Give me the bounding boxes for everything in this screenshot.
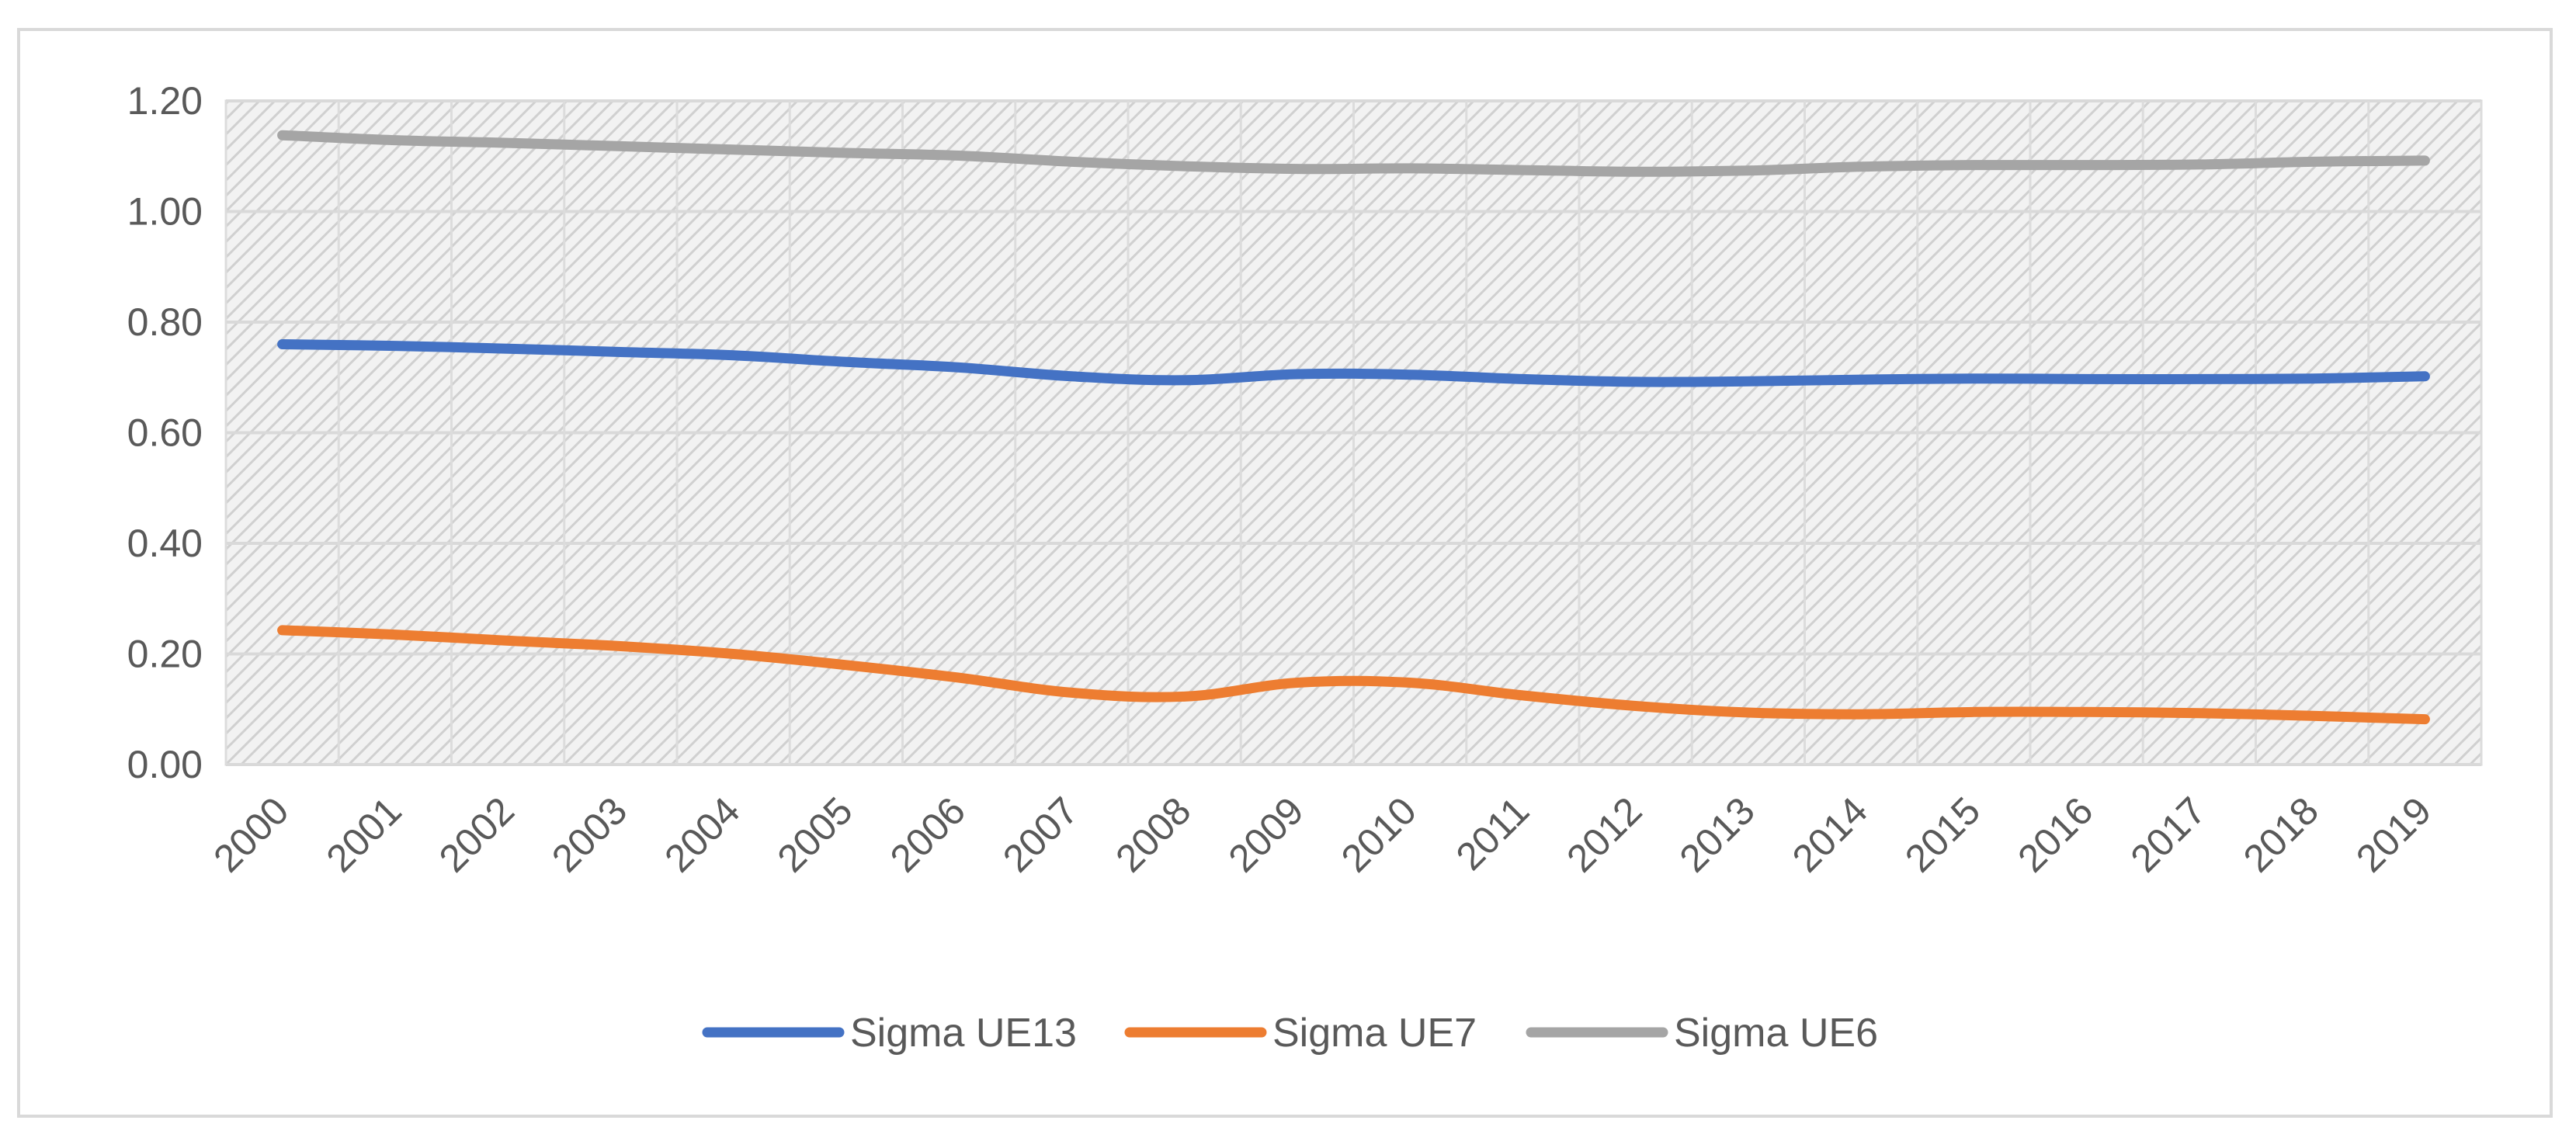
legend-item: Sigma UE6 bbox=[1526, 1011, 1878, 1056]
x-tick-label: 2017 bbox=[2123, 789, 2214, 880]
legend-item: Sigma UE13 bbox=[702, 1011, 1077, 1056]
legend-label: Sigma UE7 bbox=[1272, 1011, 1477, 1056]
series-line-sigma-ue7 bbox=[277, 625, 2430, 725]
x-tick-label: 2003 bbox=[543, 789, 635, 880]
line-chart: 0.000.200.400.600.801.001.20 2000 2001 200… bbox=[127, 79, 2483, 1056]
x-tick-label: 2016 bbox=[2009, 789, 2101, 880]
x-tick-label: 2014 bbox=[1784, 789, 1876, 880]
x-tick-label: 2009 bbox=[1220, 789, 1312, 880]
y-tick-label: 1.00 bbox=[127, 190, 203, 234]
x-tick-label: 2002 bbox=[431, 789, 522, 880]
x-tick-label: 2010 bbox=[1333, 789, 1425, 880]
series-line-sigma-ue6 bbox=[277, 130, 2430, 177]
series-line-sigma-ue13 bbox=[277, 339, 2430, 387]
x-tick-label: 2001 bbox=[318, 789, 410, 880]
x-tick-label: 2005 bbox=[769, 789, 861, 880]
x-tick-label: 2015 bbox=[1897, 789, 1988, 880]
chart-frame: 0.00 0.20 0.40 0.60 0.80 1.00 1.20 2000 2001 200… bbox=[17, 28, 2553, 1118]
y-tick-label: 0.00 bbox=[127, 743, 203, 786]
y-tick-label: 0.40 bbox=[127, 522, 203, 565]
x-tick-label: 2000 bbox=[205, 789, 297, 880]
x-tick-label: 2008 bbox=[1107, 789, 1199, 880]
x-tick-label: 2012 bbox=[1558, 789, 1650, 880]
legend-item: Sigma UE7 bbox=[1124, 1011, 1477, 1056]
y-tick-label: 0.60 bbox=[127, 411, 203, 455]
x-tick-label: 2007 bbox=[995, 789, 1086, 880]
x-tick-label: 2004 bbox=[656, 789, 748, 880]
y-tick-label: 0.20 bbox=[127, 633, 203, 676]
y-tick-label: 0.80 bbox=[127, 300, 203, 344]
x-tick-label: 2013 bbox=[1672, 789, 1763, 880]
x-tick-label: 2006 bbox=[882, 789, 974, 880]
x-tick-label: 2018 bbox=[2235, 789, 2327, 880]
legend-label: Sigma UE6 bbox=[1674, 1011, 1878, 1056]
legend-label: Sigma UE13 bbox=[850, 1011, 1077, 1056]
y-tick-label: 1.20 bbox=[127, 79, 203, 123]
x-tick-label: 2019 bbox=[2348, 789, 2439, 880]
x-tick-label: 2011 bbox=[1448, 789, 1538, 879]
